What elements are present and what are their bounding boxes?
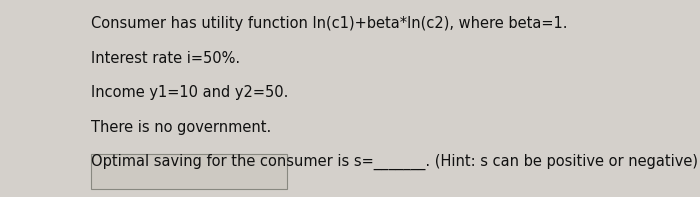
FancyBboxPatch shape — [91, 154, 287, 189]
Text: Interest rate i=50%.: Interest rate i=50%. — [91, 51, 240, 66]
Text: Optimal saving for the consumer is s=_______. (Hint: s can be positive or negati: Optimal saving for the consumer is s=___… — [91, 153, 698, 170]
Text: There is no government.: There is no government. — [91, 120, 272, 135]
Text: Consumer has utility function ln(c1)+beta*ln(c2), where beta=1.: Consumer has utility function ln(c1)+bet… — [91, 16, 568, 31]
Text: Income y1=10 and y2=50.: Income y1=10 and y2=50. — [91, 85, 288, 100]
